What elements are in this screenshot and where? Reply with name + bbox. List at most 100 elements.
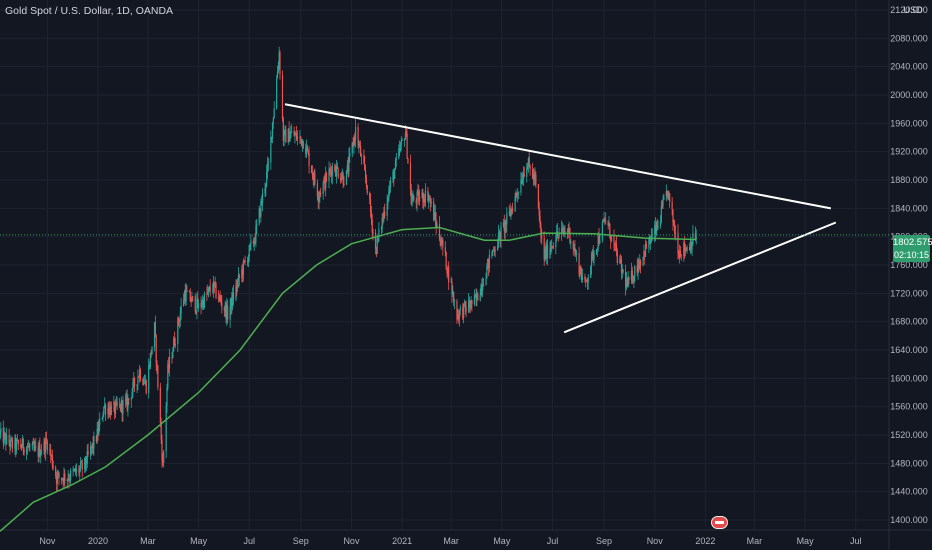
- candle-body: [620, 259, 623, 273]
- candle-body: [355, 127, 357, 141]
- candle-body: [422, 192, 424, 203]
- candle-body: [424, 190, 426, 203]
- candle-body: [504, 220, 506, 232]
- candle-body: [599, 240, 601, 244]
- candle-body: [470, 300, 472, 308]
- candle-body: [300, 136, 302, 139]
- candle-body: [436, 224, 438, 228]
- candle-body: [539, 215, 541, 224]
- candle-body: [515, 193, 517, 197]
- candle-body: [595, 249, 598, 253]
- candle-body: [161, 439, 163, 461]
- candle-body: [497, 245, 499, 251]
- candle-body: [416, 191, 418, 204]
- candle-body: [378, 229, 380, 238]
- candle-body: [272, 117, 274, 123]
- candle-body: [433, 212, 436, 221]
- candle-body: [444, 247, 446, 252]
- candle-body: [249, 244, 251, 246]
- candle-body: [139, 369, 142, 380]
- candle-body: [684, 248, 687, 252]
- candle-body: [581, 276, 584, 281]
- candle-body: [276, 71, 279, 79]
- candle-body: [287, 128, 289, 143]
- candle-body: [63, 473, 65, 483]
- currency-label[interactable]: USD: [903, 5, 923, 15]
- candle-body: [386, 202, 388, 216]
- candle-body: [430, 201, 432, 204]
- candle-body: [413, 196, 415, 201]
- candle-body: [593, 252, 595, 260]
- candle-body: [149, 352, 151, 368]
- candle-body: [200, 303, 202, 307]
- candle-body: [395, 158, 397, 161]
- y-tick-label: 1720.000: [890, 288, 928, 298]
- candle-body: [463, 303, 465, 319]
- candle-body: [29, 445, 31, 448]
- y-tick-label: 1560.000: [890, 402, 928, 412]
- candle-body: [576, 253, 578, 255]
- symbol-title[interactable]: Gold Spot / U.S. Dollar, 1D, OANDA: [5, 5, 174, 17]
- candle-body: [296, 136, 299, 140]
- candle-body: [70, 470, 72, 480]
- candle-body: [40, 453, 42, 457]
- candle-body: [644, 243, 647, 257]
- candle-body: [318, 196, 320, 202]
- y-axis[interactable]: 1400.000 1440.000 1480.000 1520.000 1560.000…: [890, 5, 928, 525]
- candle-body: [686, 247, 688, 251]
- candle-body: [132, 381, 134, 392]
- events-flag-icon[interactable]: [711, 516, 728, 529]
- candle-body: [407, 158, 409, 163]
- candle-body: [151, 346, 153, 355]
- candle-body: [254, 241, 256, 243]
- candle-body: [46, 441, 48, 450]
- candle-body: [49, 449, 51, 451]
- candle-body: [366, 185, 368, 194]
- x-tick-label: Jul: [850, 536, 862, 546]
- candle-body: [465, 306, 467, 312]
- candle-body: [259, 208, 261, 217]
- candle-body: [534, 174, 536, 180]
- candle-body: [27, 445, 29, 448]
- candle-body: [695, 237, 697, 240]
- candle-body: [601, 222, 603, 241]
- candle-body: [468, 300, 471, 307]
- candle-body: [50, 449, 52, 456]
- candle-body: [87, 451, 89, 455]
- candle-body: [75, 468, 77, 473]
- candle-body: [241, 269, 243, 278]
- candle-body: [427, 190, 429, 201]
- candle-body: [163, 451, 165, 463]
- candle-body: [674, 232, 677, 234]
- x-axis[interactable]: Nov 2020 Mar May Jul Sep Nov 2021 Mar May Jul Sep No…: [39, 536, 861, 546]
- candle-body: [209, 286, 211, 292]
- candle-body: [128, 398, 130, 400]
- candle-body: [183, 291, 186, 301]
- candle-body: [137, 376, 139, 385]
- x-tick-label: Mar: [443, 536, 459, 546]
- candle-body: [526, 168, 528, 177]
- candle-body: [481, 284, 483, 291]
- candle-body: [638, 265, 640, 269]
- candle-body: [114, 402, 117, 414]
- candle-body: [388, 190, 390, 199]
- candle-body: [590, 253, 593, 267]
- candle-body: [476, 292, 478, 300]
- candle-body: [224, 304, 226, 311]
- candle-body: [142, 379, 144, 385]
- candle-body: [512, 208, 514, 212]
- candle-body: [341, 173, 343, 178]
- candle-body: [580, 273, 583, 281]
- y-tick-label: 1440.000: [890, 487, 928, 497]
- candle-body: [567, 231, 569, 233]
- candle-body: [668, 191, 670, 194]
- candle-body: [166, 387, 168, 406]
- candle-body: [655, 221, 657, 234]
- candle-body: [138, 369, 141, 378]
- candle-body: [688, 247, 691, 251]
- candle-body: [85, 464, 88, 465]
- candle-body: [288, 128, 290, 142]
- candle-body: [564, 230, 566, 233]
